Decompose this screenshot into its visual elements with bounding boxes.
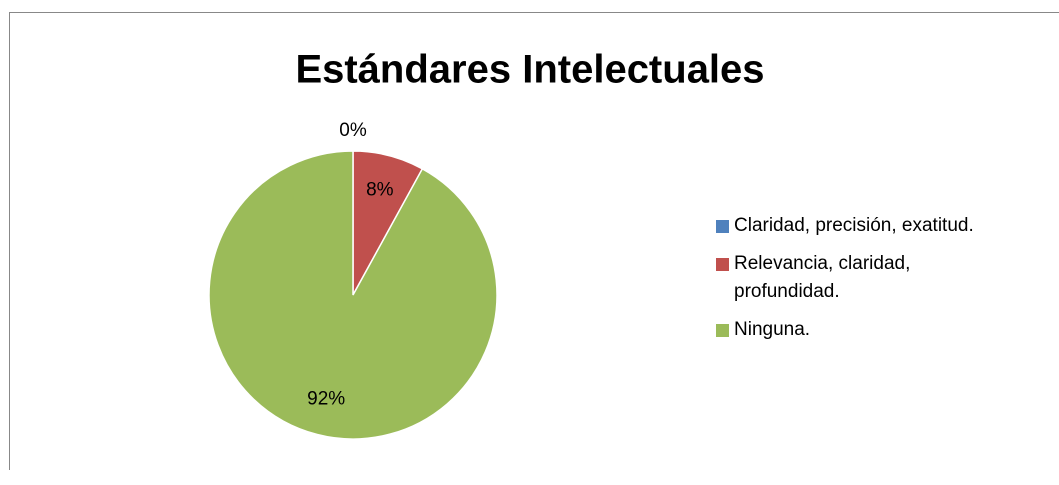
data-label: 0% [339, 120, 367, 141]
pie-slice [208, 150, 498, 440]
legend-swatch [716, 220, 729, 233]
legend-label: Claridad, precisión, exatitud. [734, 215, 974, 236]
legend: Claridad, precisión, exatitud. Relevancia… [712, 212, 1042, 354]
legend-label: Relevancia, claridad, profundidad. [734, 253, 911, 302]
chart-title: Estándares Intelectuales [295, 48, 764, 92]
legend-item: Claridad, precisión, exatitud. [712, 212, 1042, 240]
legend-item: Relevancia, claridad, profundidad. [712, 250, 984, 306]
legend-label: Ninguna. [734, 319, 811, 340]
legend-item: Ninguna. [712, 316, 1042, 344]
legend-swatch [716, 324, 729, 337]
data-label: 92% [307, 389, 345, 410]
data-label: 8% [366, 179, 394, 200]
legend-swatch [716, 258, 729, 271]
